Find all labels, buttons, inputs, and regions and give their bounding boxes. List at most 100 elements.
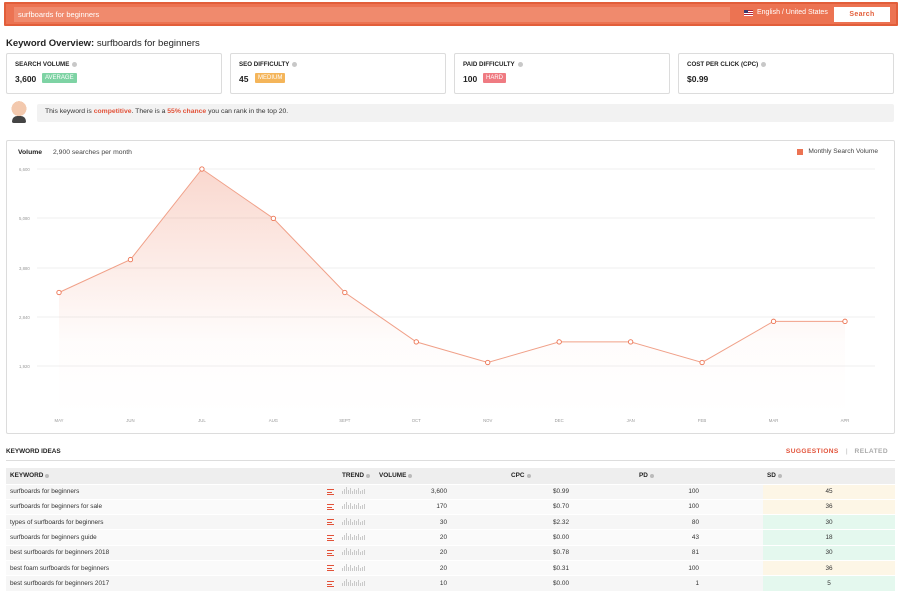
cpc-cell: $0.78	[507, 544, 635, 561]
search-button[interactable]: Search	[834, 7, 890, 22]
table-row[interactable]: best foam surfboards for beginners 20 $0…	[6, 559, 895, 576]
x-tick-label: DEC	[555, 418, 564, 423]
locale-selector[interactable]: English / United States ▾	[744, 9, 837, 16]
data-point	[699, 359, 705, 366]
data-point	[770, 318, 777, 324]
chart-label: Volume	[18, 149, 43, 156]
y-tick-label: 6,600	[19, 167, 30, 172]
info-icon[interactable]	[72, 61, 78, 67]
cpc-cell: $0.00	[507, 575, 635, 592]
column-label: CPC	[511, 472, 525, 480]
add-to-list-icon[interactable]	[327, 549, 334, 556]
keyword-cell[interactable]: surfboards for beginners	[6, 483, 338, 500]
cpc-cell: $0.70	[507, 498, 635, 515]
cpc-cell: $0.31	[507, 559, 635, 576]
column-header[interactable]: VOLUME	[375, 468, 507, 484]
trend-sparkline	[342, 502, 365, 510]
legend-label: Monthly Search Volume	[808, 148, 878, 155]
data-point	[127, 256, 134, 263]
keyword-text[interactable]: surfboards for beginners for sale	[10, 503, 103, 511]
search-input[interactable]	[14, 7, 730, 22]
page-title: Keyword Overview: surfboards for beginne…	[6, 38, 200, 49]
data-point	[56, 289, 62, 296]
column-label: PD	[639, 472, 648, 480]
add-to-list-icon[interactable]	[327, 519, 334, 526]
pd-cell: 80	[635, 514, 763, 530]
keyword-text[interactable]: surfboards for beginners guide	[10, 534, 97, 542]
column-header[interactable]: PD	[635, 468, 763, 484]
data-point	[842, 318, 848, 324]
card-value: 3,600	[15, 74, 37, 84]
tab-suggestions[interactable]: SUGGESTIONS	[785, 448, 839, 455]
x-tick-label: APR	[841, 418, 850, 423]
status-badge: MEDIUM	[255, 73, 286, 83]
column-label: TREND	[342, 472, 365, 480]
keyword-cell[interactable]: types of surfboards for beginners	[6, 514, 338, 530]
y-tick-label: 5,080	[19, 216, 30, 221]
table-row[interactable]: types of surfboards for beginners 30 $2.…	[6, 514, 895, 530]
y-tick-label: 1,920	[19, 364, 30, 369]
x-tick-label: SEPT	[339, 418, 351, 423]
keyword-text[interactable]: best foam surfboards for beginners	[10, 564, 110, 572]
table-row[interactable]: surfboards for beginners 3,600 $0.99 100…	[6, 483, 895, 500]
add-to-list-icon[interactable]	[327, 503, 334, 510]
info-icon	[408, 473, 413, 478]
legend-swatch	[797, 148, 804, 155]
sd-cell: 45	[763, 483, 895, 500]
keyword-cell[interactable]: surfboards for beginners for sale	[6, 498, 338, 515]
tab-related[interactable]: RELATED	[854, 448, 888, 455]
trend-cell	[338, 575, 375, 592]
column-header[interactable]: SD	[763, 468, 895, 484]
column-header[interactable]: TREND	[338, 468, 375, 484]
status-badge: HARD	[483, 73, 507, 83]
data-point	[556, 339, 562, 345]
add-to-list-icon[interactable]	[327, 580, 334, 587]
add-to-list-icon[interactable]	[327, 534, 334, 541]
x-tick-label: MAY	[55, 418, 64, 423]
trend-cell	[338, 514, 375, 530]
table-row[interactable]: surfboards for beginners guide 20 $0.00 …	[6, 529, 895, 546]
table-row[interactable]: best surfboards for beginners 2017 10 $0…	[6, 575, 895, 592]
keyword-text[interactable]: best surfboards for beginners 2018	[10, 549, 110, 557]
keyword-text[interactable]: surfboards for beginners	[10, 488, 80, 496]
add-to-list-icon[interactable]	[327, 565, 334, 572]
keyword-text[interactable]: types of surfboards for beginners	[10, 518, 104, 526]
trend-cell	[338, 529, 375, 546]
info-icon[interactable]	[761, 61, 767, 67]
x-tick-label: JUN	[126, 418, 134, 423]
keyword-cell[interactable]: best surfboards for beginners 2017	[6, 575, 338, 592]
keyword-cell[interactable]: best surfboards for beginners 2018	[6, 544, 338, 561]
trend-sparkline	[342, 579, 365, 587]
sd-cell: 36	[763, 498, 895, 515]
trend-sparkline	[342, 563, 365, 571]
trend-sparkline	[342, 517, 365, 525]
trend-cell	[338, 559, 375, 576]
column-header[interactable]: CPC	[507, 468, 635, 484]
volume-cell: 20	[375, 559, 507, 576]
pd-cell: 81	[635, 544, 763, 561]
tab-separator: |	[845, 448, 848, 455]
cpc-cell: $2.32	[507, 514, 635, 530]
table-row[interactable]: best surfboards for beginners 2018 20 $0…	[6, 544, 895, 561]
add-to-list-icon[interactable]	[327, 488, 334, 495]
keyword-cell[interactable]: best foam surfboards for beginners	[6, 559, 338, 576]
info-icon[interactable]	[292, 61, 298, 67]
column-label: KEYWORD	[10, 472, 44, 480]
x-tick-label: NOV	[483, 418, 492, 423]
trend-sparkline	[342, 548, 365, 556]
advice-text: This keyword is	[45, 108, 94, 115]
volume-chart-panel: Volume 2,900 searches per month Monthly …	[6, 140, 895, 434]
keyword-text[interactable]: best surfboards for beginners 2017	[10, 580, 110, 588]
table-row[interactable]: surfboards for beginners for sale 170 $0…	[6, 498, 895, 515]
x-tick-label: FEB	[698, 418, 706, 423]
search-bar: English / United States ▾ Search	[4, 2, 898, 26]
volume-cell: 20	[375, 544, 507, 561]
column-header[interactable]: KEYWORD	[6, 468, 338, 484]
trend-cell	[338, 544, 375, 561]
volume-cell: 170	[375, 498, 507, 515]
info-icon[interactable]	[517, 61, 523, 67]
x-tick-label: JUL	[198, 418, 206, 423]
search-volume-card: SEARCH VOLUME 3,600 AVERAGE	[6, 53, 222, 94]
x-tick-label: MAR	[769, 418, 779, 423]
keyword-cell[interactable]: surfboards for beginners guide	[6, 529, 338, 546]
